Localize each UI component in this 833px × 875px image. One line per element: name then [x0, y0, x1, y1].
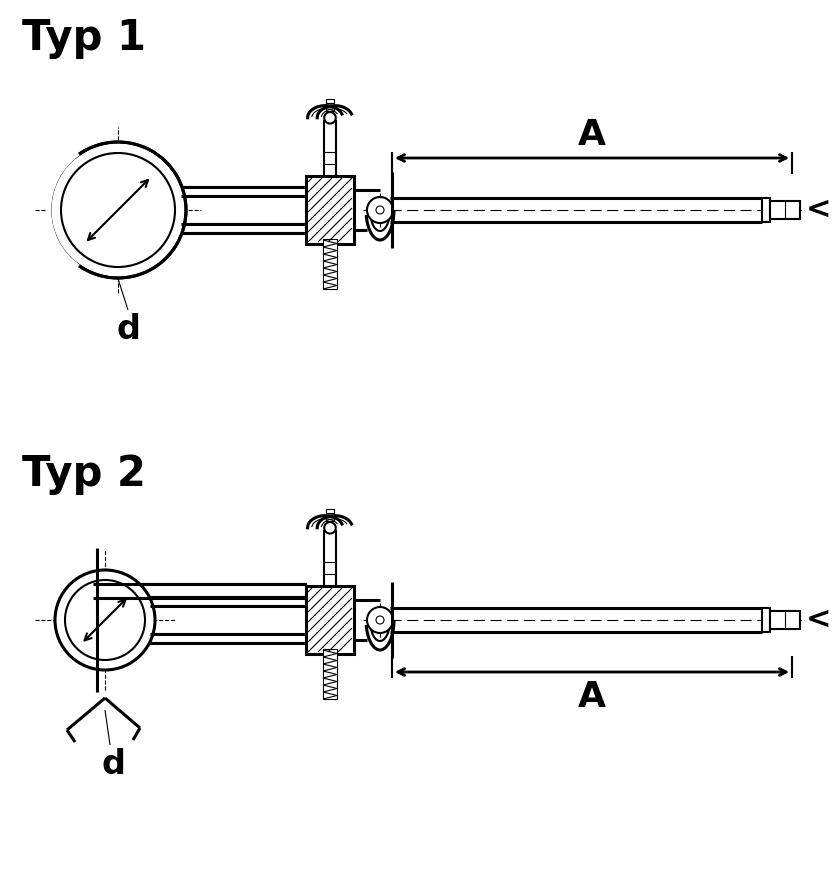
Bar — [762, 608, 770, 632]
Bar — [323, 649, 337, 699]
Circle shape — [65, 580, 145, 660]
Bar — [150, 634, 325, 643]
Bar — [326, 508, 334, 522]
Bar — [150, 597, 325, 606]
Circle shape — [367, 607, 393, 633]
Bar — [326, 99, 334, 111]
Text: <D: <D — [806, 195, 833, 225]
Bar — [181, 224, 320, 233]
Circle shape — [324, 522, 336, 534]
Bar — [762, 198, 770, 222]
Text: d: d — [101, 748, 125, 781]
Bar — [323, 239, 337, 289]
Text: d: d — [116, 313, 140, 346]
Bar — [324, 121, 336, 176]
Circle shape — [376, 616, 384, 624]
Text: <D: <D — [806, 606, 833, 634]
Text: Typ 1: Typ 1 — [22, 17, 146, 59]
Circle shape — [376, 206, 384, 214]
Bar — [181, 187, 320, 196]
Text: A: A — [578, 680, 606, 714]
Text: Typ 2: Typ 2 — [22, 453, 146, 495]
Bar — [306, 176, 354, 244]
Circle shape — [367, 197, 393, 223]
Bar — [324, 531, 336, 586]
Bar — [306, 586, 354, 654]
Text: A: A — [578, 118, 606, 152]
Circle shape — [55, 570, 155, 670]
Circle shape — [50, 142, 186, 278]
Bar — [770, 201, 800, 219]
Circle shape — [324, 112, 336, 123]
Circle shape — [61, 153, 175, 267]
Bar — [93, 584, 306, 598]
Bar — [770, 611, 800, 629]
